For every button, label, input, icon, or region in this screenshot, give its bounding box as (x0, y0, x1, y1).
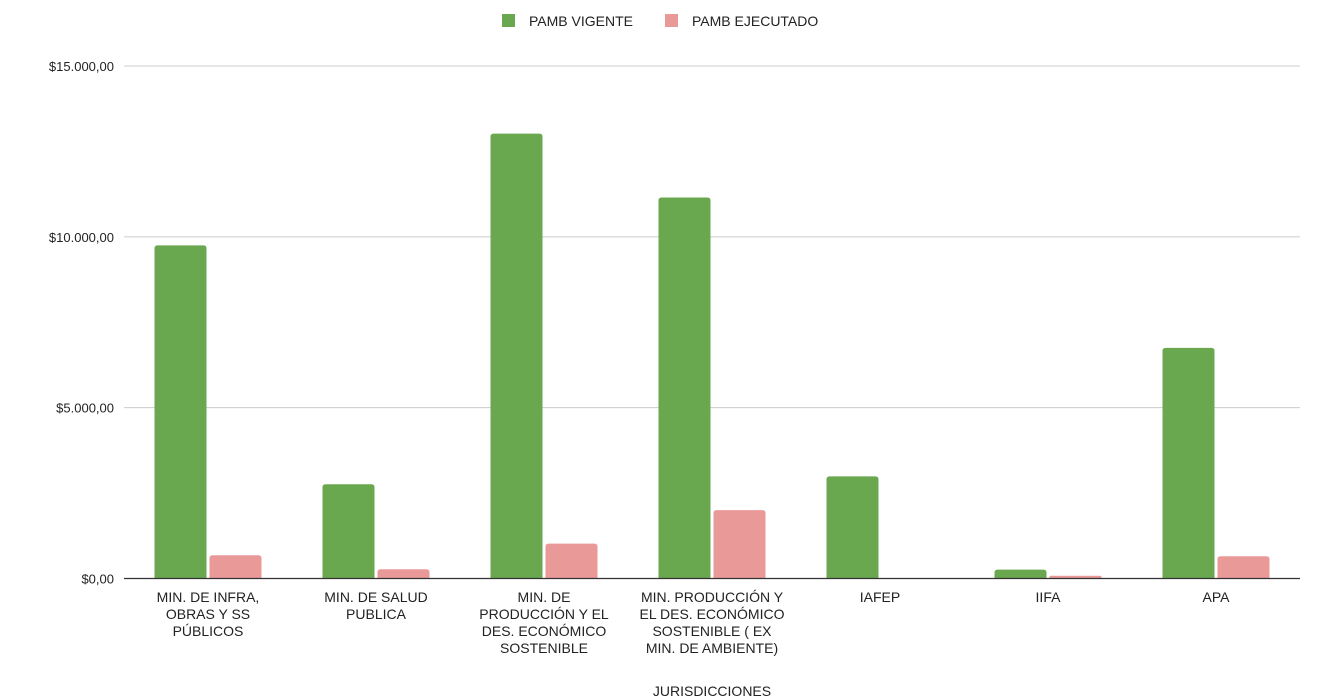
bar-ejecutado (713, 510, 766, 579)
x-tick-label: IIFA (1036, 589, 1062, 605)
bar-ejecutado (1217, 556, 1270, 579)
x-tick-label: MIN. DE SALUD PUBLICA (324, 589, 427, 622)
y-tick-label: $5.000,00 (56, 401, 114, 416)
y-tick-label: $10.000,00 (49, 230, 114, 245)
bar-ejecutado (545, 543, 598, 579)
legend-swatch (502, 14, 515, 27)
legend: PAMB VIGENTE PAMB EJECUTADO (502, 13, 818, 29)
x-tick-label: APA (1203, 589, 1231, 605)
bar-vigente (1162, 347, 1215, 579)
legend-swatch (665, 14, 678, 27)
legend-label: PAMB EJECUTADO (692, 13, 818, 29)
bar-vigente (490, 133, 543, 579)
y-axis-tick-labels: $0,00 $5.000,00 $10.000,00 $15.000,00 (49, 59, 114, 587)
bar-vigente (154, 245, 207, 579)
bar-ejecutado (209, 555, 262, 579)
bar-vigente (994, 569, 1047, 579)
bar-vigente (658, 197, 711, 579)
y-tick-label: $0,00 (81, 572, 114, 587)
legend-label: PAMB VIGENTE (529, 13, 633, 29)
x-tick-label: IAFEP (860, 589, 900, 605)
bar-ejecutado (1049, 575, 1102, 579)
bars (154, 133, 1270, 579)
x-tick-label: MIN. DE PRODUCCIÓN Y EL DES. ECONÓMICO SOST… (479, 589, 609, 656)
grid-lines (124, 65, 1300, 409)
x-tick-label: MIN. DE INFRA, OBRAS Y SS PÚBLICOS (157, 589, 260, 639)
x-axis-title: JURISDICCIONES (653, 683, 771, 699)
x-tick-label: MIN. PRODUCCIÓN Y EL DES. ECONÓMICO SOSTEN… (640, 589, 785, 656)
bar-vigente (322, 484, 375, 579)
x-axis-tick-labels: MIN. DE INFRA, OBRAS Y SS PÚBLICOS MIN. DE … (157, 589, 1230, 656)
bar-ejecutado (377, 569, 430, 579)
bar-vigente (826, 476, 879, 579)
y-tick-label: $15.000,00 (49, 59, 114, 74)
